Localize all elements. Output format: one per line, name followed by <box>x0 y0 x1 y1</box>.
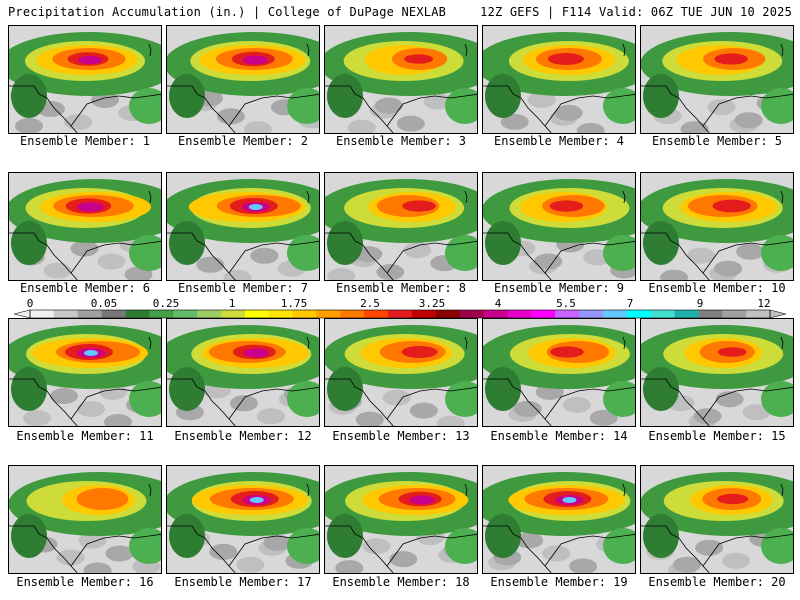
color-scale-swatch <box>173 310 198 318</box>
ensemble-member-caption: Ensemble Member: 5 <box>651 134 783 148</box>
color-scale-label: 0 <box>27 298 34 310</box>
ensemble-member-map <box>166 172 320 281</box>
color-scale-swatch <box>555 310 580 318</box>
ensemble-member-caption: Ensemble Member: 10 <box>648 281 786 295</box>
ensemble-member-map <box>8 318 162 427</box>
ensemble-member-map <box>482 25 636 134</box>
color-scale-swatch <box>30 310 55 318</box>
color-scale-swatch <box>579 310 604 318</box>
ensemble-member-map <box>482 318 636 427</box>
color-scale-swatch <box>746 310 771 318</box>
color-scale-label: 2.5 <box>360 298 380 310</box>
color-scale-swatch <box>364 310 389 318</box>
color-scale-swatch <box>674 310 699 318</box>
model-valid-time: 12Z GEFS | F114 Valid: 06Z TUE JUN 10 20… <box>480 5 792 19</box>
ensemble-member-map <box>640 465 794 574</box>
ensemble-member-caption: Ensemble Member: 11 <box>16 429 154 443</box>
color-scale-swatch <box>483 310 508 318</box>
ensemble-member-map <box>8 465 162 574</box>
color-scale-swatch <box>77 310 103 318</box>
ensemble-member-map <box>324 318 478 427</box>
ensemble-member-caption: Ensemble Member: 20 <box>648 575 786 589</box>
ensemble-member-caption: Ensemble Member: 14 <box>490 429 628 443</box>
ensemble-member-map <box>640 25 794 134</box>
color-scale-swatch <box>459 310 485 318</box>
ensemble-member-caption: Ensemble Member: 9 <box>493 281 625 295</box>
ensemble-member-map <box>166 25 320 134</box>
ensemble-member-map <box>166 318 320 427</box>
color-scale-swatch <box>698 310 723 318</box>
color-scale-label: 3.25 <box>419 298 446 310</box>
color-scale-label: 0.25 <box>153 298 180 310</box>
color-scale-swatch <box>53 310 79 318</box>
ensemble-member-caption: Ensemble Member: 6 <box>19 281 151 295</box>
color-scale-label: 0.05 <box>91 298 118 310</box>
color-scale-swatch <box>101 310 126 318</box>
color-scale-bar: 0 0.05 0.25 1 1.75 2.5 3.25 4 5.5 7 9 12 <box>13 298 787 319</box>
ensemble-member-map <box>166 465 320 574</box>
ensemble-member-caption: Ensemble Member: 15 <box>648 429 786 443</box>
ensemble-member-map <box>640 172 794 281</box>
color-scale-swatch <box>411 310 437 318</box>
color-scale-label: 7 <box>627 298 634 310</box>
color-scale-swatch <box>220 310 246 318</box>
ensemble-member-caption: Ensemble Member: 7 <box>177 281 309 295</box>
color-scale-label: 4 <box>495 298 502 310</box>
color-scale-swatch <box>626 310 652 318</box>
color-scale-swatch <box>507 310 532 318</box>
ensemble-member-map <box>482 172 636 281</box>
ensemble-member-caption: Ensemble Member: 16 <box>16 575 154 589</box>
ensemble-member-caption: Ensemble Member: 13 <box>332 429 470 443</box>
page-title: Precipitation Accumulation (in.) | Colle… <box>8 5 447 19</box>
color-scale-swatch <box>650 310 676 318</box>
color-scale-label: 1 <box>229 298 236 310</box>
ensemble-member-caption: Ensemble Member: 1 <box>19 134 151 148</box>
ensemble-member-map <box>324 25 478 134</box>
color-scale-right-arrow <box>769 309 787 319</box>
color-scale-swatch <box>197 310 222 318</box>
color-scale-swatch <box>435 310 461 318</box>
ensemble-member-map <box>8 172 162 281</box>
color-scale-swatch <box>244 310 270 318</box>
color-scale-swatch <box>268 310 294 318</box>
ensemble-member-caption: Ensemble Member: 3 <box>335 134 467 148</box>
ensemble-member-map <box>324 172 478 281</box>
color-scale-label: 12 <box>757 298 770 310</box>
color-scale-swatch <box>602 310 628 318</box>
ensemble-member-caption: Ensemble Member: 4 <box>493 134 625 148</box>
ensemble-member-caption: Ensemble Member: 18 <box>332 575 470 589</box>
ensemble-member-map <box>640 318 794 427</box>
ensemble-member-caption: Ensemble Member: 17 <box>174 575 312 589</box>
color-scale-label: 1.75 <box>281 298 308 310</box>
color-scale-swatch <box>531 310 556 318</box>
color-scale-swatch <box>125 310 150 318</box>
color-scale-swatch <box>388 310 413 318</box>
color-scale-left-arrow <box>13 309 31 319</box>
ensemble-member-caption: Ensemble Member: 8 <box>335 281 467 295</box>
color-scale-swatch <box>316 310 341 318</box>
color-scale-swatch <box>340 310 365 318</box>
color-scale-label: 9 <box>697 298 704 310</box>
color-scale-label: 5.5 <box>556 298 576 310</box>
ensemble-member-map <box>8 25 162 134</box>
ensemble-member-caption: Ensemble Member: 19 <box>490 575 628 589</box>
color-scale-swatch <box>722 310 747 318</box>
ensemble-member-caption: Ensemble Member: 2 <box>177 134 309 148</box>
ensemble-member-caption: Ensemble Member: 12 <box>174 429 312 443</box>
color-scale-swatch <box>292 310 317 318</box>
color-scale-swatch <box>149 310 174 318</box>
ensemble-member-map <box>324 465 478 574</box>
ensemble-member-map <box>482 465 636 574</box>
